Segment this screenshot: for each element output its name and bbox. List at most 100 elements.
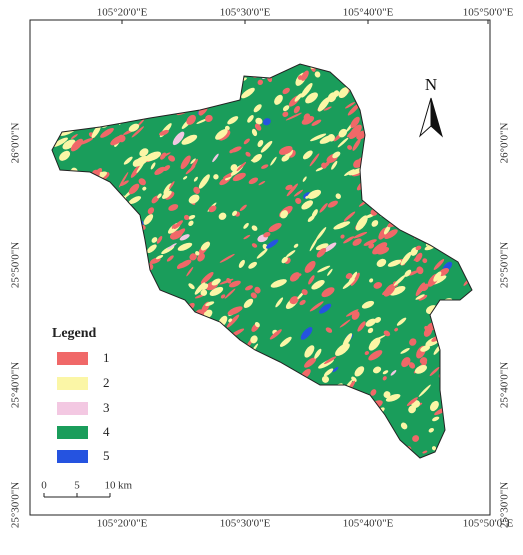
land-cover-patch — [85, 109, 98, 120]
land-cover-patch — [382, 370, 389, 375]
land-cover-patch — [361, 300, 375, 309]
land-cover-patch — [52, 125, 59, 136]
land-cover-patch — [238, 347, 246, 354]
land-cover-patch — [103, 313, 111, 320]
land-cover-patch — [443, 98, 453, 110]
land-cover-patch — [239, 204, 247, 212]
land-cover-patch — [366, 151, 374, 158]
land-cover-patch — [70, 264, 81, 276]
land-cover-patch — [110, 106, 116, 113]
land-cover-patch — [256, 374, 265, 383]
land-cover-patch — [97, 198, 106, 206]
land-cover-patch — [469, 403, 472, 412]
land-cover-patch — [254, 321, 260, 328]
land-cover-patch — [456, 413, 466, 420]
land-cover-patch — [316, 446, 325, 455]
land-cover-patch — [153, 359, 162, 367]
land-cover-patch — [287, 432, 300, 444]
land-cover-patch — [260, 410, 266, 418]
land-cover-patch — [100, 127, 114, 138]
land-cover-patch — [125, 278, 131, 285]
land-cover-patch — [384, 99, 394, 111]
land-cover-patch — [442, 351, 459, 360]
land-cover-patch — [93, 441, 100, 450]
land-cover-patch — [213, 360, 223, 371]
land-cover-patch — [220, 294, 226, 299]
land-cover-patch — [133, 290, 142, 303]
land-cover-patch — [426, 222, 439, 228]
legend-title: Legend — [52, 326, 97, 341]
land-cover-patch — [466, 392, 472, 406]
latitude-label: 25°50'0"N — [499, 242, 511, 288]
land-cover-patch — [136, 451, 146, 458]
land-cover-patch — [407, 64, 418, 70]
land-cover-patch — [358, 396, 368, 405]
land-cover-patch — [304, 357, 317, 368]
land-cover-patch — [355, 400, 361, 405]
land-cover-patch — [300, 327, 313, 340]
land-cover-patch — [178, 69, 188, 78]
land-cover-patch — [61, 201, 66, 207]
land-cover-patch — [260, 140, 273, 153]
land-cover-patch — [177, 410, 190, 421]
land-cover-patch — [461, 200, 469, 208]
land-cover-patch — [39, 127, 52, 142]
land-cover-patch — [262, 118, 271, 126]
land-cover-patch — [325, 327, 333, 333]
land-cover-patch — [52, 270, 60, 284]
land-cover-patch — [177, 242, 193, 251]
longitude-label: 105°30'0"E — [220, 518, 271, 530]
land-cover-patch — [467, 341, 472, 348]
land-cover-patch — [437, 235, 448, 249]
land-cover-patch — [257, 434, 265, 446]
land-cover-patch — [332, 366, 339, 373]
land-cover-patch — [61, 308, 74, 319]
land-cover-patch — [459, 217, 465, 224]
land-cover-patch — [315, 227, 327, 241]
land-cover-patch — [83, 243, 97, 255]
land-cover-patch — [52, 412, 58, 418]
land-cover-patch — [171, 224, 176, 229]
land-cover-patch — [295, 454, 305, 458]
land-cover-patch — [145, 78, 152, 85]
land-cover-patch — [279, 336, 292, 347]
land-cover-patch — [256, 248, 268, 259]
land-cover-patch — [127, 364, 139, 374]
land-cover-patch — [461, 70, 472, 83]
land-cover-patch — [168, 155, 176, 162]
land-cover-patch — [248, 261, 257, 269]
land-cover-patch — [124, 72, 134, 80]
land-cover-patch — [454, 404, 464, 415]
land-cover-patch — [333, 90, 340, 98]
legend-label: 1 — [103, 350, 110, 365]
land-cover-patch — [345, 273, 353, 279]
land-cover-patch — [276, 414, 284, 420]
land-cover-patch — [322, 161, 330, 168]
land-cover-patch — [162, 190, 172, 199]
land-cover-patch — [90, 65, 102, 76]
land-cover-patch — [218, 212, 227, 220]
land-cover-patch — [378, 145, 383, 149]
land-cover-patch — [250, 157, 259, 162]
land-cover-patch — [183, 214, 190, 221]
land-cover-patch — [128, 71, 134, 76]
land-cover-patch — [67, 64, 74, 66]
land-cover-patch — [158, 398, 170, 407]
land-cover-patch — [231, 348, 243, 356]
land-cover-patch — [439, 142, 445, 147]
land-cover-patch — [393, 274, 406, 286]
scale-label: 0 — [41, 480, 47, 492]
land-cover-patch — [335, 343, 350, 356]
land-cover-patch — [370, 149, 380, 160]
land-cover-patch — [354, 366, 365, 377]
land-cover-patch — [163, 444, 172, 454]
land-cover-patch — [265, 424, 281, 435]
land-cover-patch — [367, 327, 374, 334]
land-cover-patch — [375, 112, 384, 121]
latitude-label: 25°50'0"N — [10, 242, 22, 288]
land-cover-patch — [214, 83, 227, 95]
land-cover-patch — [400, 149, 412, 158]
land-cover-patch — [155, 68, 162, 75]
land-cover-patch — [389, 286, 406, 296]
